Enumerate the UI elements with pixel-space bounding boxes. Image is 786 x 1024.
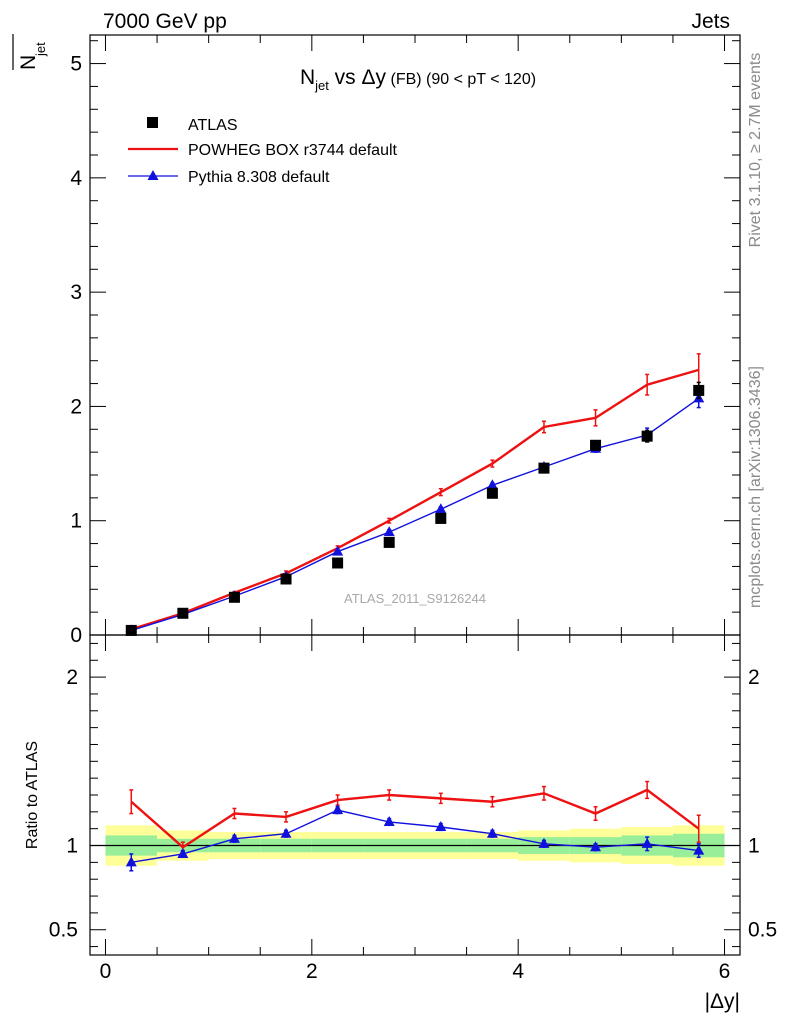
pythia-point	[383, 526, 395, 537]
pythia-line	[131, 397, 700, 632]
y-tick-label: 2	[70, 395, 82, 418]
main-y-axis-label: N jet	[12, 34, 48, 70]
ratio-y-tick-label: 0.5	[49, 919, 78, 942]
ratio-pythia-point	[641, 837, 653, 848]
atlas-point	[693, 384, 705, 396]
ratio-y-tick-label-right: 1	[748, 835, 760, 858]
axis-ticks: 0 2 4 6 0 1 2 3 4 5 0.5 0.5 1 1 2 2	[49, 35, 777, 983]
y-tick-label: 4	[70, 167, 82, 190]
data-series	[125, 353, 705, 872]
y-tick-label: 3	[70, 281, 82, 304]
atlas-point	[177, 607, 189, 619]
ratio-y-tick-label-right: 0.5	[748, 919, 777, 942]
ratio-y-tick-label-right: 2	[748, 666, 760, 689]
legend-atlas-marker	[147, 117, 158, 128]
y-tick-label: 0	[70, 624, 82, 647]
ratio-powheg-line	[130, 788, 700, 849]
y-label-sub: jet	[33, 42, 48, 57]
atlas-point	[435, 512, 447, 524]
ratio-pythia-point	[693, 844, 705, 855]
x-axis-label: |Δy|	[705, 990, 740, 1013]
ratio-pythia-point	[383, 815, 395, 826]
legend-pythia-label: Pythia 8.308 default	[188, 169, 330, 186]
collision-label: 7000 GeV pp	[103, 10, 227, 33]
legend-atlas-label: ATLAS	[188, 117, 238, 134]
mcplots-source-label: mcplots.cern.ch [arXiv:1306.3436]	[747, 366, 764, 608]
ratio-pythia-point	[590, 841, 602, 852]
y-tick-label: 5	[70, 53, 82, 76]
legend: ATLAS POWHEG BOX r3744 default Pythia 8.…	[128, 117, 398, 186]
ratio-y-tick-label: 2	[66, 666, 78, 689]
plot-title: Njet vs Δy (FB) (90 < pT < 120)	[300, 66, 536, 93]
atlas-point	[280, 573, 292, 585]
x-tick-label: 6	[719, 960, 731, 983]
ratio-pythia-point	[435, 821, 447, 831]
x-tick-label: 4	[512, 960, 524, 983]
atlas-point	[228, 591, 240, 603]
ratio-pythia-point	[177, 847, 189, 858]
atlas-point	[383, 536, 395, 548]
atlas-point	[641, 430, 653, 442]
legend-pythia-marker	[147, 170, 159, 180]
x-tick-label: 0	[100, 960, 112, 983]
ratio-y-tick-label: 1	[66, 835, 78, 858]
ratio-pythia-point	[125, 856, 137, 867]
y-tick-label: 1	[70, 510, 82, 533]
process-label: Jets	[691, 10, 730, 33]
analysis-watermark: ATLAS_2011_S9126244	[344, 591, 486, 606]
ratio-pythia-point	[332, 804, 344, 815]
ratio-y-axis-label: Ratio to ATLAS	[24, 741, 41, 849]
ratio-pythia-point	[280, 827, 292, 838]
atlas-point	[332, 557, 344, 569]
ratio-plot-frame	[89, 634, 741, 956]
y-label-main: N	[17, 55, 40, 70]
legend-powheg-label: POWHEG BOX r3744 default	[188, 142, 398, 159]
atlas-point	[486, 487, 498, 499]
pythia-point	[486, 479, 498, 490]
ratio-pythia-point	[228, 832, 240, 843]
powheg-line	[130, 368, 700, 631]
atlas-point	[590, 439, 602, 451]
ratio-pythia-line	[131, 809, 699, 864]
atlas-point	[125, 624, 137, 636]
atlas-point	[538, 462, 550, 474]
pythia-point	[332, 545, 344, 556]
rivet-version-label: Rivet 3.1.10, ≥ 2.7M events	[747, 53, 764, 248]
ratio-pythia-point	[538, 837, 550, 848]
x-tick-label: 2	[306, 960, 318, 983]
pythia-point	[435, 503, 447, 514]
ratio-pythia-point	[486, 827, 498, 838]
